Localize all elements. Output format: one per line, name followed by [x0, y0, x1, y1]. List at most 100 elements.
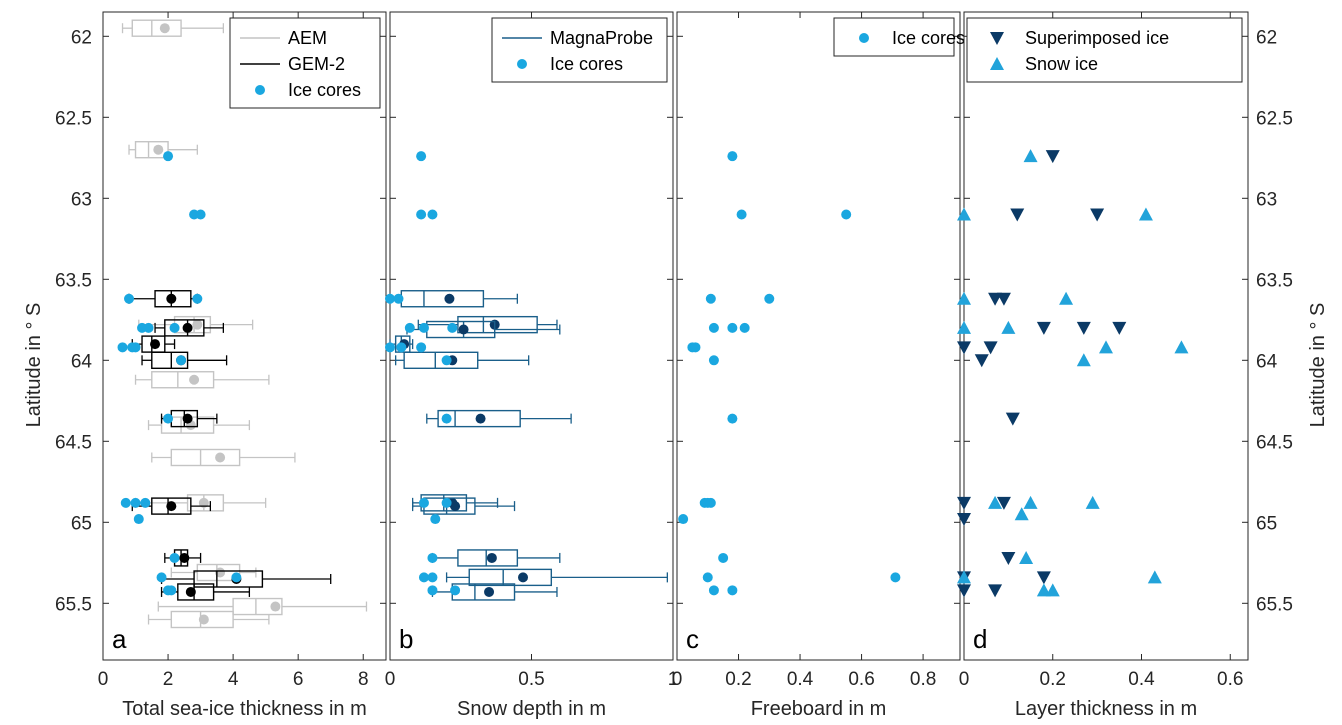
data-point — [441, 497, 452, 508]
box-mean-point — [484, 586, 495, 597]
box — [170, 448, 241, 467]
box-mean-point — [159, 23, 170, 34]
panel-letter: d — [973, 624, 987, 654]
legend-marker-swatch — [255, 85, 265, 95]
data-point — [117, 342, 128, 353]
data-point — [1174, 340, 1189, 354]
data-point — [416, 209, 427, 220]
box — [232, 597, 283, 616]
y-tick-label-right: 63 — [1256, 189, 1277, 210]
box-mean-point — [153, 144, 164, 155]
box — [196, 563, 241, 582]
box-mean-point — [215, 452, 226, 463]
data-point — [163, 151, 174, 162]
data-point — [430, 514, 441, 525]
data-point — [736, 209, 747, 220]
data-point — [727, 322, 738, 333]
data-point — [163, 413, 174, 424]
box — [186, 494, 225, 512]
data-point — [1005, 412, 1020, 426]
data-point — [1036, 321, 1051, 335]
data-point — [1036, 571, 1051, 585]
data-point — [169, 552, 180, 563]
data-point — [1014, 507, 1029, 521]
box — [451, 583, 516, 601]
box-mean-point — [444, 293, 455, 304]
data-point — [192, 293, 203, 304]
box-mean-point — [475, 413, 486, 424]
data-point — [427, 585, 438, 596]
data-point — [705, 497, 716, 508]
box-mean-point — [450, 501, 461, 512]
box — [177, 583, 215, 601]
y-tick-label-left: 65 — [71, 513, 92, 534]
data-point — [130, 342, 141, 353]
y-tick-label-right: 63.5 — [1256, 270, 1293, 291]
box — [131, 19, 182, 37]
data-point — [983, 341, 998, 355]
box — [457, 549, 519, 567]
box — [403, 351, 479, 369]
legend-marker-swatch — [859, 33, 869, 43]
box-mean-point — [179, 552, 190, 563]
data-point — [441, 355, 452, 366]
data-point — [841, 209, 852, 220]
y-tick-label-right: 64 — [1256, 351, 1278, 372]
data-point — [1010, 208, 1025, 222]
box-mean-point — [198, 497, 209, 508]
data-point — [678, 514, 689, 525]
data-point — [404, 322, 415, 333]
box — [154, 290, 192, 308]
data-point — [718, 552, 729, 563]
y-tick-label-left: 63.5 — [55, 270, 92, 291]
y-tick-label-right: 62 — [1256, 27, 1277, 48]
data-point — [416, 342, 427, 353]
box-mean-point — [189, 374, 200, 385]
y-tick-label-right: 62.5 — [1256, 108, 1293, 129]
legend-entry: Ice cores — [892, 28, 965, 48]
x-tick-label: 0 — [98, 669, 109, 690]
x-tick-label: 0 — [385, 669, 396, 690]
data-point — [727, 151, 738, 162]
data-point — [231, 572, 242, 583]
legend-box — [229, 17, 381, 109]
box — [170, 610, 234, 629]
panel-d: 0 0.2 0.4 0.6 Layer thickness in m d Superimpo… — [957, 11, 1249, 720]
data-point — [416, 151, 427, 162]
y-tick-label-left: 64.5 — [55, 432, 92, 453]
legend-box — [966, 17, 1243, 83]
y-axis-label-right: Latitude in ° S — [1307, 303, 1329, 428]
data-point — [1001, 320, 1016, 334]
data-point — [156, 572, 167, 583]
panel-b: 0 0.5 1 Snow depth in m b MagnaProbe Ice cores — [385, 11, 678, 720]
y-tick-label-left: 64 — [71, 351, 93, 372]
box-mean-point — [486, 552, 497, 563]
panel-c: 0 0.2 0.4 0.6 0.8 Freeboard in m c Ice cores — [672, 11, 965, 720]
box — [437, 409, 521, 428]
data-point — [195, 209, 206, 220]
legend-box — [833, 17, 955, 57]
box-mean-point — [185, 586, 196, 597]
data-point — [418, 572, 429, 583]
x-tick-label: 6 — [293, 669, 304, 690]
data-point — [1099, 340, 1113, 354]
data-point — [396, 342, 407, 353]
data-point — [702, 572, 713, 583]
x-axis-label: Total sea-ice thickness in m — [122, 698, 367, 720]
x-tick-label: 4 — [228, 669, 239, 690]
data-point — [1001, 551, 1016, 565]
axes-frame — [102, 11, 387, 661]
x-tick-label: 0.2 — [1040, 669, 1066, 690]
data-point — [1090, 208, 1105, 222]
legend-entry: MagnaProbe — [550, 28, 653, 48]
box-mean-point — [270, 601, 281, 612]
data-point — [690, 342, 701, 353]
data-point — [130, 497, 141, 508]
x-tick-label: 8 — [358, 669, 369, 690]
data-point — [169, 322, 180, 333]
data-point — [988, 584, 1003, 598]
data-point — [708, 322, 719, 333]
data-point — [1085, 495, 1100, 509]
box-mean-point — [518, 572, 529, 583]
x-tick-label: 0.2 — [725, 669, 751, 690]
